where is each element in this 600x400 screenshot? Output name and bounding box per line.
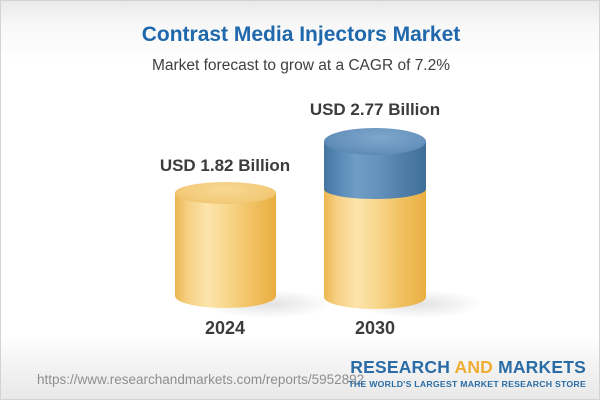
value-label-2024: USD 1.82 Billion [159,156,291,175]
logo-word-and: AND [454,357,493,377]
chart-subtitle: Market forecast to grow at a CAGR of 7.2… [151,57,451,74]
bar-2024-top-cap [175,182,276,204]
logo-word-research: RESEARCH [350,357,451,377]
category-label-2030: 2030 [354,318,396,338]
bar-2030-top-cap [324,128,426,155]
logo-wordmark: RESEARCH AND MARKETS [348,357,586,377]
value-label-2030: USD 2.77 Billion [309,100,441,119]
chart-title: Contrast Media Injectors Market [141,23,461,46]
category-label-2024: 2024 [204,318,246,338]
bar-cylinder-2024 [175,182,276,308]
logo-word-markets: MARKETS [498,357,586,377]
research-and-markets-logo: RESEARCH AND MARKETS THE WORLD'S LARGEST… [348,357,586,389]
report-url: https://www.researchandmarkets.com/repor… [37,372,365,387]
logo-tagline: THE WORLD'S LARGEST MARKET RESEARCH STOR… [348,378,586,389]
bar-2024-body [175,193,276,308]
bar-cylinder-2030 [324,128,426,309]
